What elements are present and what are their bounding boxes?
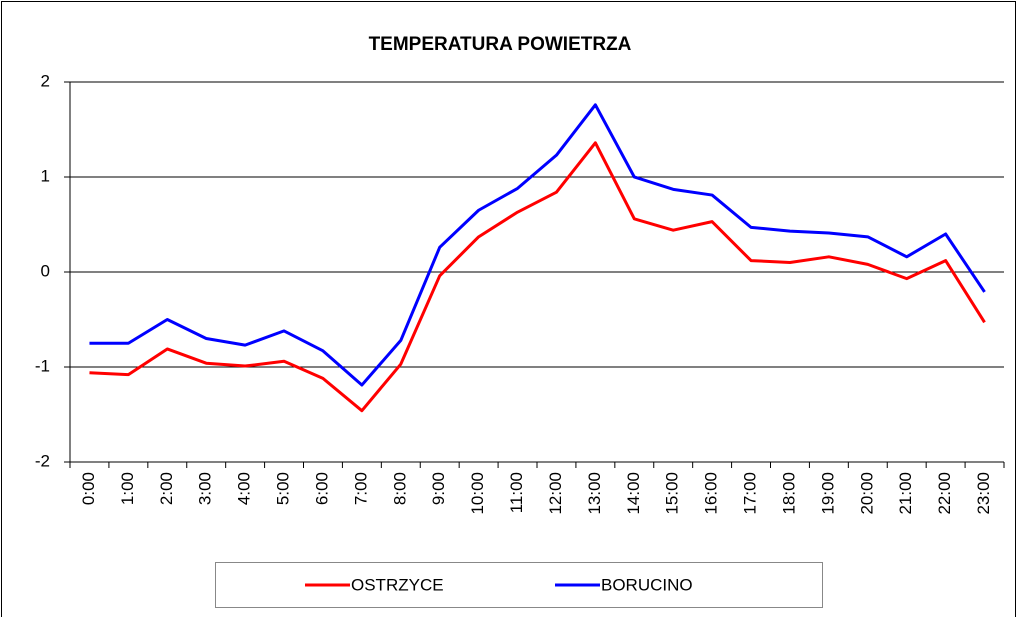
x-tick-label: 20:00 <box>857 472 876 515</box>
legend-label: BORUCINO <box>601 575 693 594</box>
chart-title: TEMPERATURA POWIETRZA <box>369 34 632 55</box>
line-series <box>89 103 986 387</box>
x-tick-label: 12:00 <box>546 472 565 515</box>
x-tick-label: 8:00 <box>390 472 409 505</box>
y-tick-label: 0 <box>41 261 50 280</box>
x-tick-label: 1:00 <box>118 472 137 505</box>
line-series <box>89 141 986 413</box>
y-tick-label: 1 <box>41 166 50 185</box>
x-tick-label: 9:00 <box>429 472 448 505</box>
x-tick-label: 0:00 <box>79 472 98 505</box>
x-tick-label: 7:00 <box>351 472 370 505</box>
x-tick-label: 19:00 <box>818 472 837 515</box>
x-tick-label: 10:00 <box>468 472 487 515</box>
x-tick-label: 13:00 <box>585 472 604 515</box>
x-tick-label: 4:00 <box>235 472 254 505</box>
x-tick-label: 11:00 <box>507 472 526 513</box>
x-tick-label: 2:00 <box>157 472 176 505</box>
x-tick-label: 5:00 <box>274 472 293 505</box>
x-tick-label: 23:00 <box>974 472 993 515</box>
x-tick-label: 6:00 <box>312 472 331 505</box>
legend-label: OSTRZYCE <box>351 575 444 594</box>
x-tick-label: 21:00 <box>896 472 915 515</box>
y-tick-label: -2 <box>35 451 50 470</box>
x-tick-label: 18:00 <box>779 472 798 515</box>
x-tick-label: 14:00 <box>624 472 643 515</box>
y-tick-label: -1 <box>35 356 50 375</box>
x-tick-label: 17:00 <box>741 472 760 515</box>
x-tick-label: 16:00 <box>702 472 721 515</box>
x-tick-label: 3:00 <box>196 472 215 505</box>
x-tick-label: 15:00 <box>663 472 682 515</box>
y-tick-label: 2 <box>41 71 50 90</box>
x-tick-label: 22:00 <box>935 472 954 515</box>
